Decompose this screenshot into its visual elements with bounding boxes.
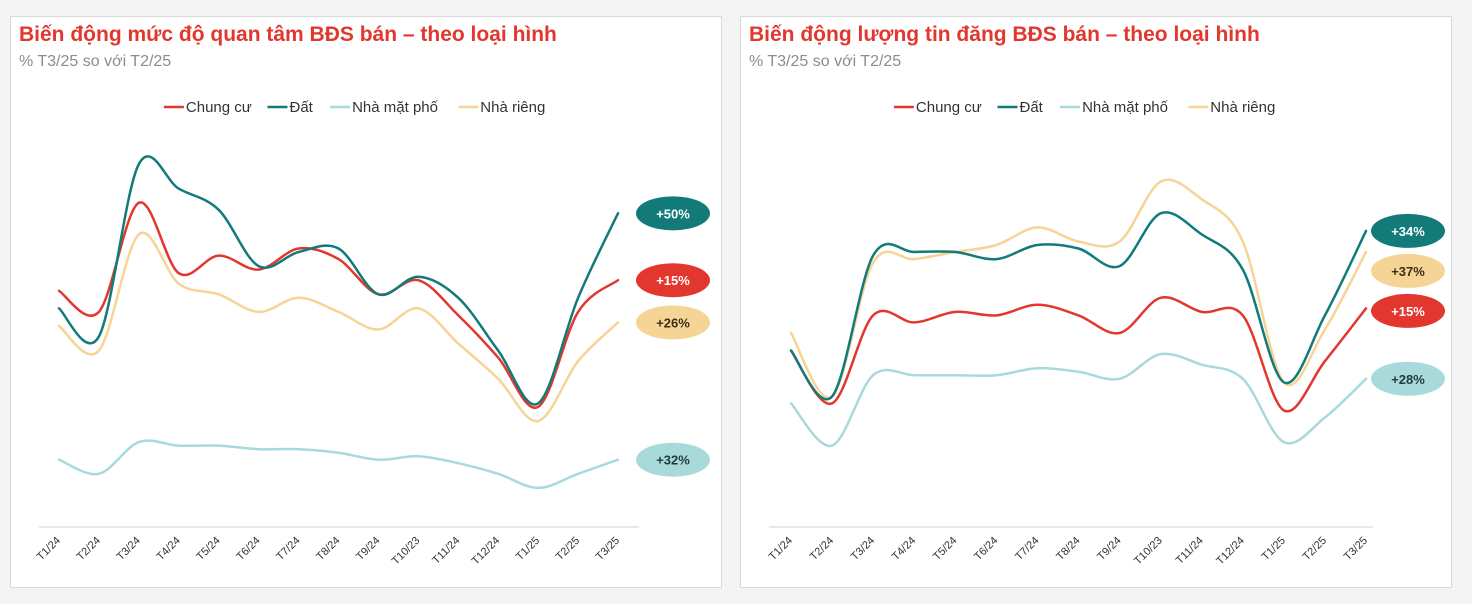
badge-shape	[1371, 293, 1445, 328]
badge-label: +15%	[1391, 304, 1425, 319]
x-tick-label: T6/24	[972, 535, 1000, 563]
badge-label: +28%	[1391, 372, 1425, 387]
end-value-badge: +50%	[636, 196, 710, 231]
badge-label: +32%	[656, 453, 690, 468]
x-tick-label: T11/24	[1174, 535, 1206, 567]
legend-item[interactable]: Nhà mặt phố	[330, 99, 439, 116]
x-tick-label: T3/25	[1342, 535, 1370, 563]
badge-label: +50%	[656, 206, 690, 221]
legend-label: Chung cư	[916, 99, 982, 116]
x-tick-label: T8/24	[1054, 535, 1082, 563]
x-tick-label: T2/24	[808, 535, 836, 563]
end-value-badge: +15%	[1371, 293, 1445, 328]
end-value-badge: +37%	[1371, 253, 1445, 288]
x-tick-label: T1/25	[1260, 535, 1288, 563]
x-tick-label: T5/24	[194, 535, 222, 563]
badge-shape	[1371, 213, 1445, 248]
chart-subtitle: % T3/25 so với T2/25	[19, 53, 172, 70]
end-value-badge: +15%	[636, 263, 710, 298]
legend-label: Đất	[1020, 99, 1044, 116]
series-line	[57, 155, 620, 406]
legend-item[interactable]: Nhà riêng	[458, 99, 545, 116]
x-tick-label: T3/24	[115, 535, 143, 563]
end-value-badge: +34%	[1371, 213, 1445, 248]
x-tick-label: T1/24	[767, 535, 795, 563]
badge-shape	[636, 442, 710, 477]
chart-panel-listings: Biến động lượng tin đăng BĐS bán – theo …	[740, 16, 1452, 588]
legend-label: Nhà riêng	[1210, 99, 1275, 116]
x-tick-label: T2/24	[75, 535, 103, 563]
badge-label: +34%	[1391, 224, 1425, 239]
legend-item[interactable]: Chung cư	[163, 99, 252, 116]
series-line	[57, 201, 620, 409]
series-line	[789, 211, 1368, 401]
chart-panel-interest: Biến động mức độ quan tâm BĐS bán – theo…	[10, 16, 722, 588]
line-chart-listings: Chung cư Đất Nhà mặt phố Nhà riêng T1/24 T2/2…	[767, 99, 1445, 568]
x-tick-label: T3/24	[849, 535, 877, 563]
series-line	[789, 296, 1368, 413]
badge-label: +15%	[656, 273, 690, 288]
legend-item[interactable]: Nhà riêng	[1188, 99, 1275, 116]
end-value-badge: +32%	[636, 442, 710, 477]
badge-shape	[636, 263, 710, 298]
x-tick-label: T12/24	[470, 535, 503, 568]
x-tick-label: T4/24	[890, 535, 918, 563]
legend-item[interactable]: Đất	[997, 99, 1044, 116]
series-line	[57, 231, 620, 423]
end-value-badge: +28%	[1371, 361, 1445, 396]
x-tick-label: T6/24	[234, 535, 262, 563]
x-tick-label: T1/25	[514, 535, 542, 563]
x-tick-label: T3/25	[594, 535, 622, 563]
x-tick-label: T9/24	[354, 535, 382, 563]
x-tick-label: T11/24	[430, 535, 462, 567]
badge-shape	[636, 196, 710, 231]
legend-item[interactable]: Chung cư	[893, 99, 982, 116]
x-tick-label: T8/24	[314, 535, 342, 563]
badge-label: +37%	[1391, 264, 1425, 279]
series-line	[789, 352, 1368, 447]
x-tick-label: T2/25	[554, 535, 582, 563]
legend-item[interactable]: Nhà mặt phố	[1060, 99, 1169, 116]
chart-title: Biến động mức độ quan tâm BĐS bán – theo…	[19, 23, 557, 46]
x-tick-label: T10/23	[1132, 535, 1165, 568]
legend-label: Chung cư	[186, 99, 252, 116]
x-tick-label: T2/25	[1301, 535, 1329, 563]
legend-label: Nhà mặt phố	[1082, 99, 1169, 116]
legend-label: Nhà mặt phố	[352, 99, 439, 116]
badge-shape	[1371, 361, 1445, 396]
legend-label: Nhà riêng	[480, 99, 545, 116]
series-line	[789, 178, 1368, 400]
x-tick-label: T5/24	[931, 535, 959, 563]
legend: Chung cư Đất Nhà mặt phố Nhà riêng	[163, 99, 545, 116]
legend-item[interactable]: Đất	[267, 99, 314, 116]
x-tick-label: T12/24	[1214, 535, 1247, 568]
chart-subtitle: % T3/25 so với T2/25	[749, 53, 902, 70]
badge-label: +26%	[656, 315, 690, 330]
x-tick-label: T10/23	[390, 535, 423, 568]
legend: Chung cư Đất Nhà mặt phố Nhà riêng	[893, 99, 1275, 116]
badge-shape	[636, 305, 710, 340]
legend-label: Đất	[290, 99, 314, 116]
line-chart-interest: Chung cư Đất Nhà mặt phố Nhà riêng T1/24 T2/2…	[35, 99, 710, 568]
series-line	[57, 439, 620, 490]
x-tick-label: T9/24	[1095, 535, 1123, 563]
x-tick-label: T1/24	[35, 535, 63, 563]
x-tick-label: T4/24	[155, 535, 183, 563]
end-value-badge: +26%	[636, 305, 710, 340]
x-tick-label: T7/24	[1013, 535, 1041, 563]
badge-shape	[1371, 253, 1445, 288]
chart-title: Biến động lượng tin đăng BĐS bán – theo …	[749, 23, 1260, 46]
x-tick-label: T7/24	[274, 535, 302, 563]
